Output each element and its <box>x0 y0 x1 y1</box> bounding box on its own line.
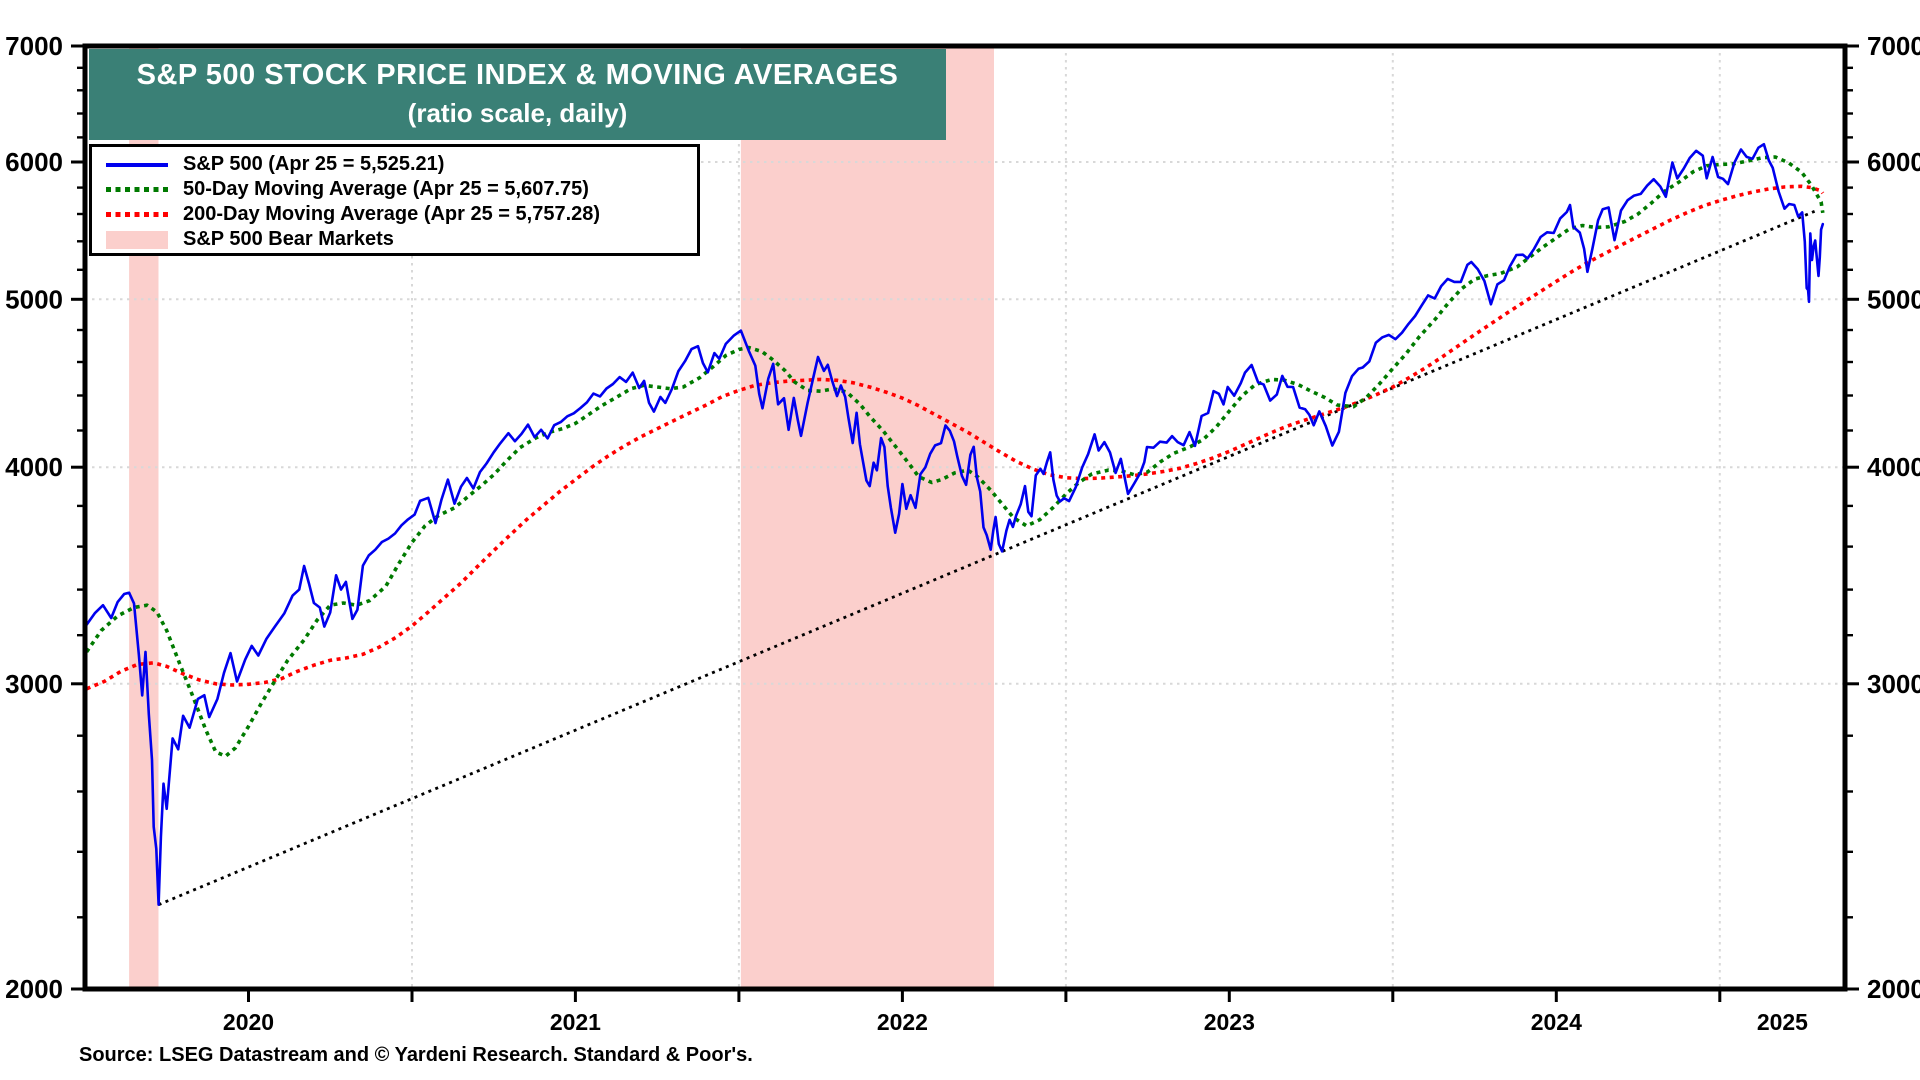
y-axis-label-right: 5000 <box>1867 284 1920 314</box>
y-axis-label-right: 7000 <box>1867 31 1920 61</box>
ma200-line-swatch <box>106 212 168 217</box>
chart-title-box: S&P 500 STOCK PRICE INDEX & MOVING AVERA… <box>89 49 946 140</box>
x-axis-label-2020: 2020 <box>223 1009 274 1035</box>
x-axis-label-2021: 2021 <box>550 1009 601 1035</box>
y-axis-label-right: 3000 <box>1867 669 1920 699</box>
y-axis-label-left: 4000 <box>5 452 63 482</box>
y-axis-label-right: 4000 <box>1867 452 1920 482</box>
x-axis-label-2022: 2022 <box>877 1009 928 1035</box>
legend-label-bear-markets: S&P 500 Bear Markets <box>183 228 394 250</box>
series-sp500 <box>85 142 1825 906</box>
series-ma200 <box>85 184 1825 691</box>
bear-market-band <box>740 46 994 989</box>
legend-item-sp500: S&P 500 (Apr 25 = 5,525.21) <box>106 152 697 177</box>
y-axis-label-left: 6000 <box>5 147 63 177</box>
legend-item-ma200: 200-Day Moving Average (Apr 25 = 5,757.2… <box>106 202 697 227</box>
x-axis-label-2024: 2024 <box>1531 1009 1582 1035</box>
y-axis-label-left: 3000 <box>5 669 63 699</box>
source-note: Source: LSEG Datastream and © Yardeni Re… <box>79 1044 753 1066</box>
x-axis-label-2025: 2025 <box>1757 1009 1808 1035</box>
sp500-line-swatch <box>106 162 168 167</box>
plot-frame <box>82 43 1848 992</box>
bear-market-swatch <box>106 230 168 249</box>
legend-item-bear-markets: S&P 500 Bear Markets <box>106 227 697 252</box>
y-axis-label-right: 2000 <box>1867 974 1920 1004</box>
y-axis-label-right: 6000 <box>1867 147 1920 177</box>
x-axis-label-2023: 2023 <box>1204 1009 1255 1035</box>
chart-subtitle: (ratio scale, daily) <box>407 98 628 128</box>
legend-label-ma50: 50-Day Moving Average (Apr 25 = 5,607.75… <box>183 178 589 200</box>
y-axis-label-left: 5000 <box>5 284 63 314</box>
y-axis-label-left: 7000 <box>5 31 63 61</box>
legend-label-ma200: 200-Day Moving Average (Apr 25 = 5,757.2… <box>183 203 601 225</box>
ma50-line-swatch <box>106 187 168 192</box>
legend: S&P 500 (Apr 25 = 5,525.21) 50-Day Movin… <box>89 144 700 256</box>
legend-label-sp500: S&P 500 (Apr 25 = 5,525.21) <box>183 153 445 175</box>
chart-title: S&P 500 STOCK PRICE INDEX & MOVING AVERA… <box>136 59 899 91</box>
legend-item-ma50: 50-Day Moving Average (Apr 25 = 5,607.75… <box>106 177 697 202</box>
y-axis-label-left: 2000 <box>5 974 63 1004</box>
